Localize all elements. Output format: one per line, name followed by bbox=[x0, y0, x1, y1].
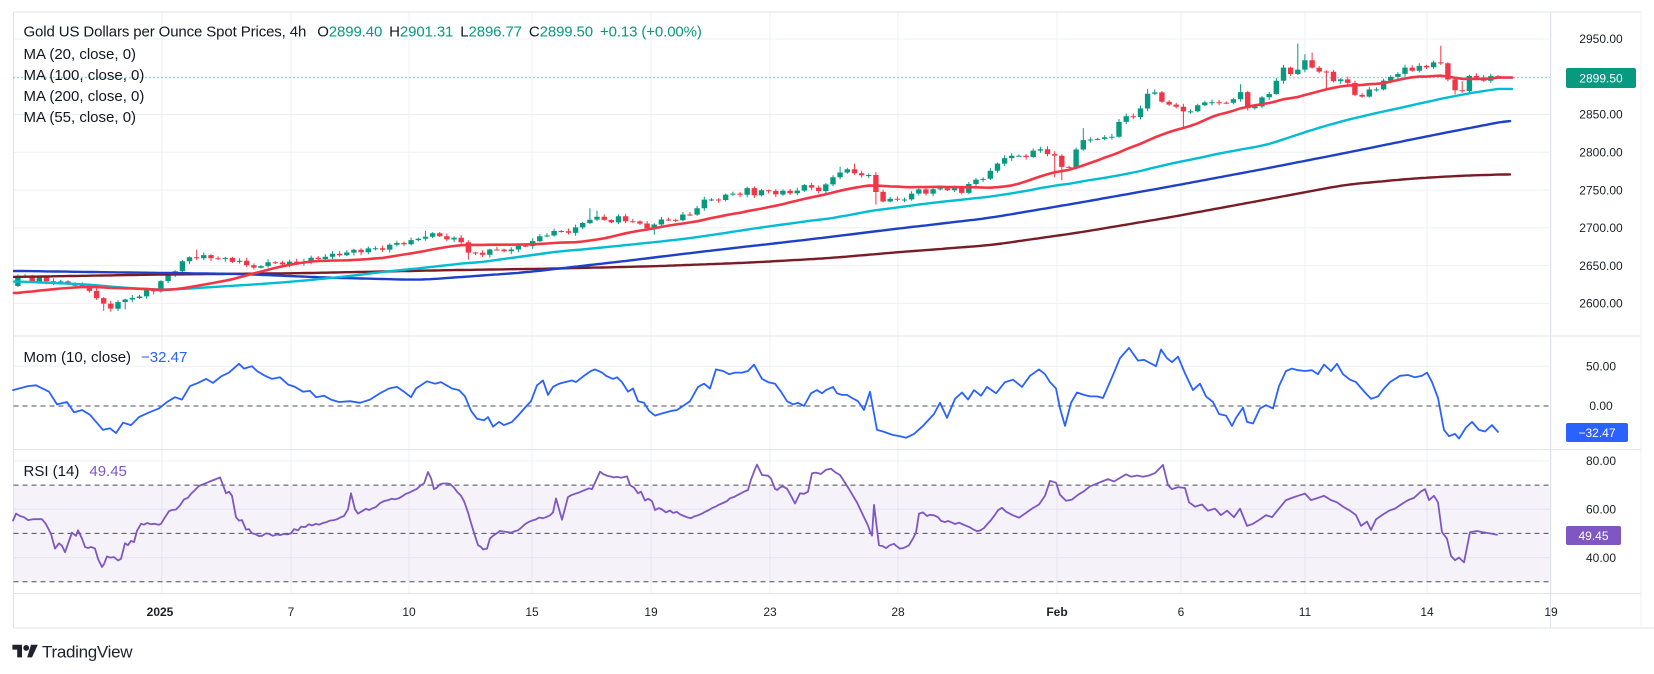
svg-text:2899.50: 2899.50 bbox=[1579, 71, 1623, 85]
svg-text:Feb: Feb bbox=[1046, 605, 1067, 619]
svg-text:11: 11 bbox=[1299, 605, 1312, 619]
svg-text:MA (55, close, 0): MA (55, close, 0) bbox=[24, 109, 137, 126]
svg-text:2600.00: 2600.00 bbox=[1579, 297, 1623, 311]
svg-text:TradingView: TradingView bbox=[42, 643, 133, 662]
svg-text:15: 15 bbox=[525, 605, 539, 619]
svg-text:80.00: 80.00 bbox=[1586, 454, 1616, 468]
svg-text:MA (100, close, 0): MA (100, close, 0) bbox=[24, 67, 145, 84]
svg-text:19: 19 bbox=[1544, 605, 1558, 619]
svg-text:10: 10 bbox=[402, 605, 416, 619]
svg-text:2650.00: 2650.00 bbox=[1579, 259, 1623, 273]
svg-text:0.00: 0.00 bbox=[1589, 399, 1613, 413]
svg-text:49.45: 49.45 bbox=[1578, 529, 1608, 543]
svg-text:Gold US Dollars per Ounce Spot: Gold US Dollars per Ounce Spot Prices, 4… bbox=[24, 24, 702, 41]
svg-text:2750.00: 2750.00 bbox=[1579, 183, 1623, 197]
svg-text:60.00: 60.00 bbox=[1586, 502, 1616, 516]
svg-text:2700.00: 2700.00 bbox=[1579, 221, 1623, 235]
svg-text:Mom (10, close)−32.47: Mom (10, close) −32.47 bbox=[24, 349, 188, 366]
svg-text:−32.47: −32.47 bbox=[1578, 426, 1615, 440]
svg-text:2800.00: 2800.00 bbox=[1579, 146, 1623, 160]
svg-text:RSI (14)49.45: RSI (14) 49.45 bbox=[24, 463, 127, 480]
svg-text:28: 28 bbox=[891, 605, 905, 619]
svg-text:50.00: 50.00 bbox=[1586, 359, 1616, 373]
svg-text:7: 7 bbox=[288, 605, 295, 619]
svg-text:MA (20, close, 0): MA (20, close, 0) bbox=[24, 46, 137, 63]
svg-text:6: 6 bbox=[1178, 605, 1185, 619]
svg-text:MA (200, close, 0): MA (200, close, 0) bbox=[24, 88, 145, 105]
svg-text:2850.00: 2850.00 bbox=[1579, 108, 1623, 122]
svg-text:19: 19 bbox=[644, 605, 658, 619]
svg-text:2950.00: 2950.00 bbox=[1579, 32, 1623, 46]
svg-text:40.00: 40.00 bbox=[1586, 551, 1616, 565]
svg-text:14: 14 bbox=[1420, 605, 1434, 619]
svg-text:2025: 2025 bbox=[147, 605, 174, 619]
svg-text:23: 23 bbox=[763, 605, 777, 619]
